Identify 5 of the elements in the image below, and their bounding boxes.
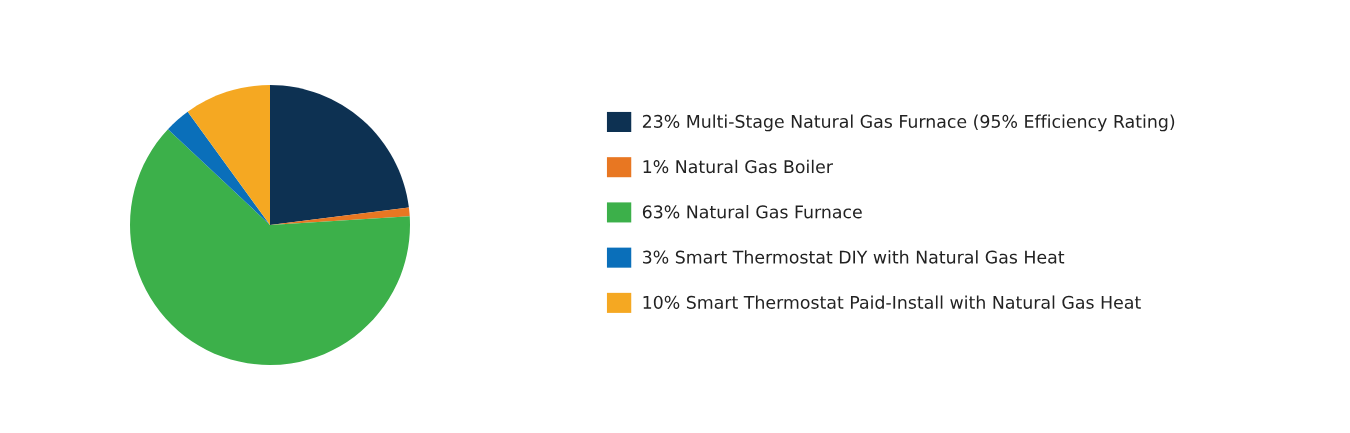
- legend-label: 1% Natural Gas Boiler: [643, 159, 833, 174]
- legend-label: 10% Smart Thermostat Paid-Install with Natural Gas Heat: [643, 295, 1141, 309]
- legend-label: 23% Multi-Stage Natural Gas Furnace (95% Efficiency Rating): [642, 114, 1175, 132]
- legend-label: 63% Natural Gas Furnace: [642, 205, 862, 219]
- legend-label: 3% Smart Thermostat DIY with Natural Gas Heat: [642, 250, 1065, 264]
